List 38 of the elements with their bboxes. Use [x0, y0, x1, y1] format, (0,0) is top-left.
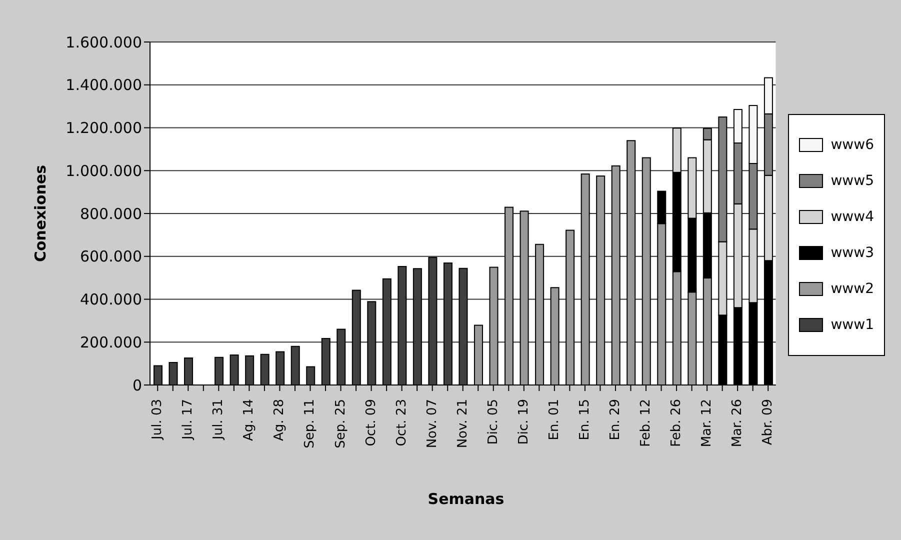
y-tick-label: 1.200.000 — [66, 119, 142, 138]
x-tick-label: Dic. 05 — [486, 399, 501, 445]
x-tick-label: Oct. 09 — [364, 399, 379, 446]
x-tick-label: Dic. 19 — [516, 399, 532, 445]
y-tick-label: 200.000 — [80, 333, 142, 352]
x-tick-label: En. 01 — [546, 399, 562, 440]
x-tick-label: Sep. 11 — [302, 399, 318, 448]
x-tick-label: Sep. 25 — [333, 399, 348, 448]
x-axis-title: Semanas — [426, 490, 506, 508]
y-axis-title: Conexiones — [31, 164, 50, 262]
x-tick-label: Ag. 14 — [242, 399, 257, 441]
x-tick-label: Jul. 17 — [180, 399, 196, 440]
legend-label: www3 — [830, 245, 874, 261]
x-tick-label: Mar. 26 — [730, 399, 746, 448]
x-tick-label: Jul. 03 — [150, 399, 166, 440]
x-tick-label: Abr. 09 — [760, 399, 776, 446]
x-tick-label: Feb. 26 — [669, 399, 684, 447]
y-tick-label: 1.000.000 — [66, 162, 142, 180]
x-tick-label: Nov. 21 — [455, 399, 470, 448]
y-tick-label: 800.000 — [80, 204, 142, 223]
x-tick-label: En. 29 — [608, 399, 623, 440]
x-tick-label: Mar. 12 — [700, 399, 715, 448]
y-tick-label: 1.600.000 — [66, 33, 142, 52]
x-tick-label: Feb. 12 — [638, 399, 654, 447]
y-tick-label: 0 — [132, 376, 142, 394]
legend-label: www5 — [830, 173, 874, 189]
x-tick-label: Jul. 31 — [211, 399, 226, 440]
y-tick-label: 1.400.000 — [66, 76, 142, 94]
x-tick-label: Oct. 23 — [394, 399, 410, 446]
y-tick-label: 400.000 — [80, 290, 142, 309]
legend-label: www4 — [830, 209, 874, 225]
legend-label: www6 — [830, 137, 874, 153]
x-tick-label: En. 15 — [577, 399, 592, 440]
x-tick-label: Nov. 07 — [424, 399, 440, 448]
legend-label: www1 — [830, 317, 874, 333]
legend-label: www2 — [830, 281, 874, 297]
y-tick-label: 600.000 — [80, 248, 142, 266]
x-tick-label: Ag. 28 — [272, 399, 288, 441]
